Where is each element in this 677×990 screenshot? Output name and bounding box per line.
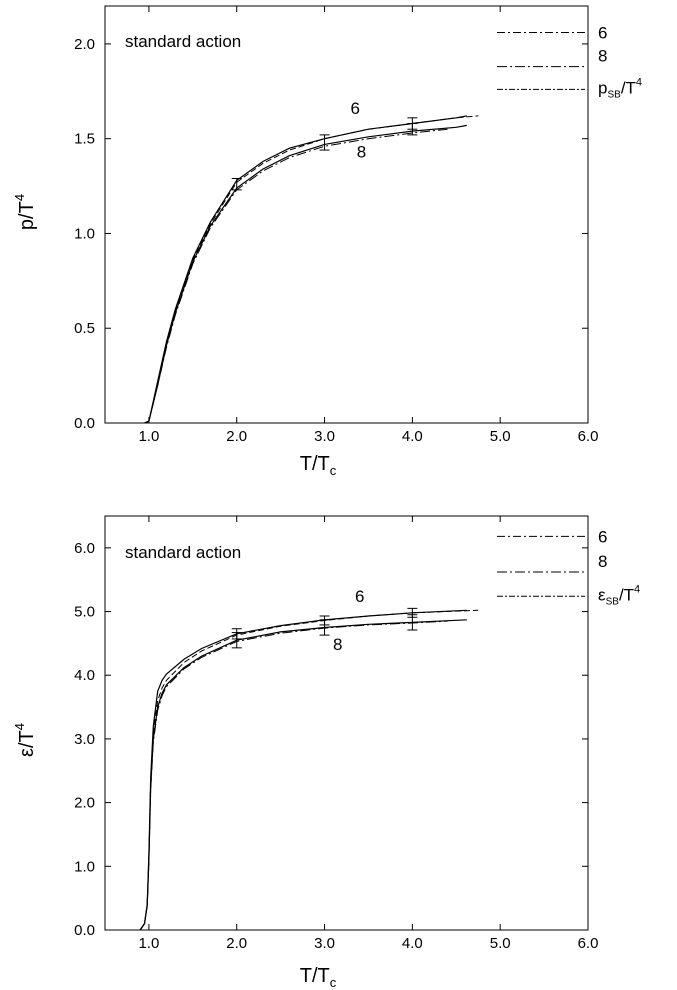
y-tick-label: 5.0: [74, 604, 95, 621]
series-line: [139, 609, 467, 931]
legend-label: 8: [598, 47, 607, 66]
y-tick-label: 1.5: [74, 131, 95, 148]
legend-label: 6: [598, 24, 607, 43]
y-tick-label: 4.0: [74, 667, 95, 684]
y-tick-label: 2.0: [74, 795, 95, 812]
x-tick-label: 1.0: [138, 935, 159, 952]
x-axis-title: T/Tc: [300, 453, 337, 478]
series-line: [144, 128, 448, 424]
y-tick-label: 2.0: [74, 36, 95, 53]
pressure-panel: standard action p/T4 T/Tc 1.0 2.0 3.0 4.0 5.…: [12, 5, 642, 478]
series-line: [144, 115, 479, 424]
x-axis-label: T/T: [300, 965, 330, 987]
y-tick-label: 0.5: [74, 320, 95, 337]
annotation-standard-action: standard action: [125, 32, 241, 51]
annotation-standard-action: standard action: [125, 543, 241, 562]
series-line: [144, 124, 467, 424]
x-axis-title: T/Tc: [300, 965, 337, 990]
x-axis-label-sub: c: [330, 975, 337, 990]
x-tick-label: 2.0: [226, 935, 247, 952]
y-tick-label: 0.0: [74, 922, 95, 939]
x-axis-label-sub: c: [330, 463, 337, 478]
svg-text:p/T4: p/T4: [12, 194, 38, 230]
series-label: 8: [333, 635, 342, 654]
x-tick-label: 6.0: [578, 428, 599, 445]
svg-text:T/Tc: T/Tc: [300, 965, 337, 990]
legend-label: 8: [598, 552, 607, 571]
y-axis-label: p/T: [16, 201, 38, 230]
series-line: [139, 609, 479, 931]
legend-label: pSB/T4: [598, 76, 642, 100]
x-tick-label: 2.0: [226, 428, 247, 445]
energy-density-panel: standard action ε/T4 T/Tc 1.0 2.0 3.0 4.0 5.…: [12, 515, 640, 990]
series-line: [139, 620, 448, 931]
plot-frame: [104, 5, 589, 424]
series-label: 6: [355, 587, 364, 606]
x-tick-label: 3.0: [314, 935, 335, 952]
x-axis-label: T/T: [300, 453, 330, 475]
legend-label: 6: [598, 527, 607, 546]
y-axis-title: p/T4: [12, 194, 38, 230]
y-axis-title: ε/T4: [12, 723, 38, 757]
y-axis-label-sup: 4: [12, 194, 27, 201]
series-label: 6: [351, 99, 360, 118]
y-tick-label: 0.0: [74, 415, 95, 432]
x-tick-label: 5.0: [490, 428, 511, 445]
y-tick-label: 1.0: [74, 858, 95, 875]
series-line: [139, 619, 467, 931]
svg-text:T/Tc: T/Tc: [300, 453, 337, 478]
y-axis-label-sup: 4: [12, 723, 27, 730]
plot-frame: [104, 515, 589, 931]
y-tick-label: 3.0: [74, 731, 95, 748]
x-tick-label: 3.0: [314, 428, 335, 445]
svg-text:ε/T4: ε/T4: [12, 723, 38, 757]
x-tick-label: 5.0: [490, 935, 511, 952]
y-axis-label: ε/T: [16, 730, 38, 757]
x-tick-label: 4.0: [402, 428, 423, 445]
x-tick-label: 4.0: [402, 935, 423, 952]
x-tick-label: 6.0: [578, 935, 599, 952]
legend-label: εSB/T4: [598, 583, 640, 607]
x-tick-label: 1.0: [138, 428, 159, 445]
y-tick-label: 6.0: [74, 540, 95, 557]
series-line: [144, 115, 467, 424]
series-label: 8: [357, 143, 366, 162]
y-tick-label: 1.0: [74, 225, 95, 242]
